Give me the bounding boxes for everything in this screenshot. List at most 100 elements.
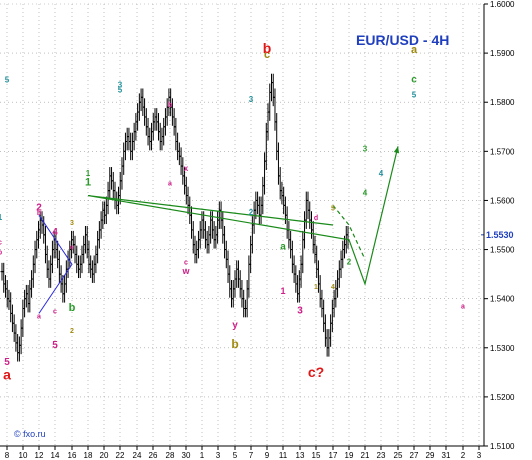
x-tick-label: 18 <box>84 451 93 460</box>
wave-label: c <box>411 75 417 86</box>
wave-overlay: 1.5530 <box>38 146 514 314</box>
wave-label: e <box>70 245 74 252</box>
wave-label: b <box>263 40 272 56</box>
x-tick-label: 9 <box>265 451 270 460</box>
wave-label: b <box>69 302 76 314</box>
wave-label: c <box>0 240 2 247</box>
y-tick-label: 1.5900 <box>490 49 515 58</box>
x-tick-label: 7 <box>249 451 254 460</box>
wave-label: c <box>184 259 188 266</box>
wave-label: a <box>280 242 286 253</box>
wave-label: 3 <box>70 220 74 227</box>
wave-label: 1 <box>314 284 318 291</box>
wave-label: b <box>37 210 41 217</box>
wave-label: 5 <box>412 90 417 99</box>
wave-label: w <box>181 266 190 276</box>
x-tick-label: 20 <box>100 451 109 460</box>
wave-label: b <box>231 337 238 351</box>
x-tick-label: 5 <box>233 451 238 460</box>
wave-label: 4 <box>52 227 58 238</box>
wave-label: c <box>53 308 57 315</box>
x-tick-label: 27 <box>410 451 419 460</box>
x-tick-label: 25 <box>394 451 403 460</box>
x-tick-label: 8 <box>5 451 10 460</box>
wave-label: 1 <box>280 286 285 296</box>
x-tick-label: 1 <box>200 451 205 460</box>
wave-label: x <box>184 164 189 173</box>
x-tick-label: 14 <box>51 451 60 460</box>
wave-label: d <box>314 215 318 222</box>
projection-path <box>87 146 399 287</box>
wave-label: b <box>168 102 172 109</box>
wave-label: 3 <box>249 95 254 104</box>
x-tick-label: 17 <box>329 451 338 460</box>
x-tick-label: 31 <box>442 451 451 460</box>
x-tick-label: 16 <box>68 451 77 460</box>
wave-label: y <box>232 320 238 331</box>
x-tick-label: 26 <box>149 451 158 460</box>
x-tick-label: 28 <box>166 451 175 460</box>
wave-label: 3 <box>297 305 303 316</box>
last-price-label: 1.5530 <box>486 230 514 240</box>
x-tick-label: 21 <box>361 451 370 460</box>
y-tick-label: 1.5100 <box>490 442 515 451</box>
chart-grid <box>0 3 484 447</box>
y-tick-label: 1.6000 <box>490 0 515 9</box>
wave-label: 2 <box>249 208 254 217</box>
wave-label: 4 <box>363 189 368 198</box>
x-tick-label: 15 <box>312 451 321 460</box>
wave-label: 5 <box>118 85 123 94</box>
wave-label: 2 <box>347 257 352 266</box>
y-tick-label: 1.5200 <box>490 393 515 402</box>
wave-label: 1 <box>0 213 3 222</box>
wave-label: 2 <box>70 328 74 335</box>
triangle-pattern <box>38 214 73 314</box>
wave-label: 2 <box>36 202 42 213</box>
wave-label: 5 <box>331 205 335 212</box>
x-tick-label: 2 <box>461 451 466 460</box>
x-tick-label: 12 <box>35 451 44 460</box>
y-tick-label: 1.5800 <box>490 98 515 107</box>
x-tick-label: 3 <box>477 451 482 460</box>
wave-label: a <box>461 303 465 310</box>
wave-label: a <box>168 181 172 188</box>
projection-arrowhead <box>393 146 400 154</box>
wave-labels: a5abbdeac1234354ac5baxcwabybc1235cb12345… <box>0 40 465 383</box>
wave-label: a <box>3 367 11 383</box>
wave-label: 5 <box>52 340 58 351</box>
chart-title: EUR/USD - 4H <box>356 32 449 48</box>
wave-label: 3 <box>118 80 123 89</box>
wave-label: a <box>411 44 418 56</box>
y-tick-label: 1.5500 <box>490 246 515 255</box>
projection-path-alt <box>332 204 366 260</box>
price-bars <box>0 73 350 362</box>
wave-label: 3 <box>363 144 368 153</box>
x-tick-label: 24 <box>133 451 142 460</box>
x-tick-label: 22 <box>116 451 125 460</box>
chart-axes: 1.5100 1.5200 1.5300 1.5400 1.5500 1.5600 1.57… <box>0 0 515 460</box>
wave-label: 4 <box>331 284 335 291</box>
y-tick-label: 1.5600 <box>490 196 515 205</box>
wave-label: 1 <box>85 177 91 189</box>
y-tick-label: 1.5400 <box>490 295 515 304</box>
wave-label: b <box>0 249 2 256</box>
x-tick-label: 29 <box>426 451 435 460</box>
wave-label: a <box>37 313 41 320</box>
x-tick-label: 23 <box>377 451 386 460</box>
wave-label: 5 <box>5 76 10 85</box>
y-tick-label: 1.5700 <box>490 147 515 156</box>
x-tick-label: 10 <box>19 451 28 460</box>
wave-label: 5 <box>4 357 10 368</box>
x-tick-label: 11 <box>279 451 288 460</box>
wave-label: 4 <box>379 169 384 178</box>
y-tick-label: 1.5300 <box>490 344 515 353</box>
wave-label: c? <box>308 364 324 380</box>
wave-label: c <box>264 49 270 61</box>
x-tick-label: 19 <box>345 451 354 460</box>
x-tick-label: 30 <box>182 451 191 460</box>
x-tick-label: 13 <box>296 451 305 460</box>
copyright-text: © fxo.ru <box>14 429 46 439</box>
wave-label: 1 <box>86 169 91 178</box>
